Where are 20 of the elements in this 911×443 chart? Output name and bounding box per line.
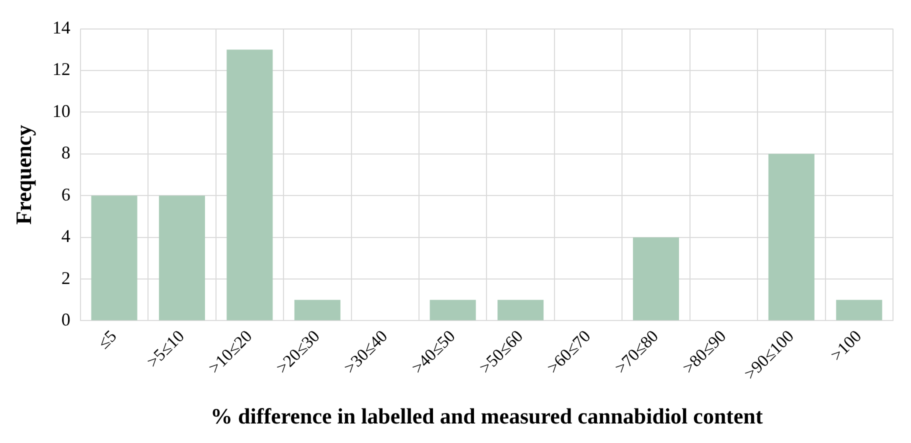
y-tick-label: 0	[61, 309, 70, 330]
y-tick-label: 12	[52, 59, 70, 80]
bar	[294, 300, 340, 320]
y-tick-label: 8	[61, 142, 70, 163]
bar	[91, 196, 138, 320]
y-tick-label: 6	[61, 184, 70, 204]
bar	[632, 237, 680, 320]
y-tick-label: 10	[52, 100, 70, 121]
y-tick-label: 4	[61, 226, 70, 246]
bar	[768, 154, 814, 320]
bar	[498, 300, 544, 320]
x-axis-title: % difference in labelled and measured cannabidiol content	[210, 403, 764, 428]
x-tick-label: ≤5	[94, 326, 120, 353]
bar	[430, 300, 476, 320]
y-tick-label: 14	[52, 18, 70, 38]
bar	[836, 300, 882, 320]
bar	[158, 196, 205, 320]
y-tick-label: 2	[61, 268, 70, 288]
bar	[226, 50, 273, 320]
y-axis-title: Frequency	[10, 124, 36, 225]
